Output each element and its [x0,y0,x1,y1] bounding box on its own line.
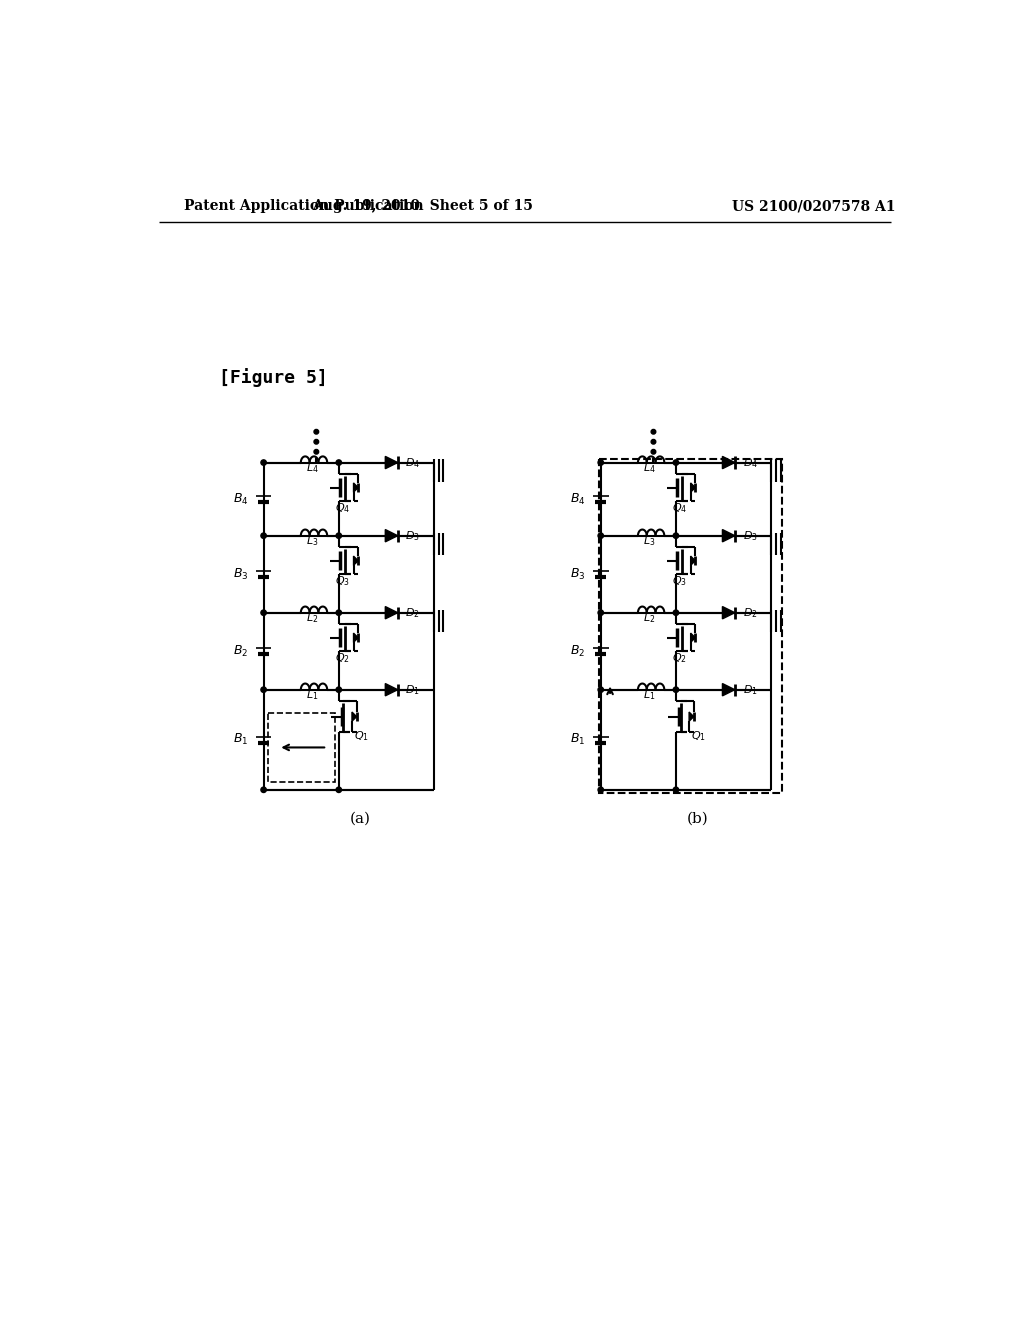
Circle shape [673,610,679,615]
Polygon shape [352,711,356,721]
Circle shape [651,450,655,454]
Text: $Q_3$: $Q_3$ [335,574,350,589]
Text: $B_2$: $B_2$ [232,644,248,659]
Text: $D_2$: $D_2$ [406,607,420,620]
Text: $Q_3$: $Q_3$ [673,574,687,589]
Polygon shape [353,483,358,492]
Text: $B_4$: $B_4$ [569,491,586,507]
Text: (b): (b) [687,812,709,826]
Text: $D_4$: $D_4$ [406,457,421,470]
Text: $D_4$: $D_4$ [742,457,758,470]
Circle shape [598,533,603,539]
Text: $D_3$: $D_3$ [406,529,420,544]
Circle shape [314,450,318,454]
Circle shape [261,533,266,539]
Polygon shape [385,684,397,696]
Text: $L_2$: $L_2$ [306,611,318,626]
Circle shape [673,459,679,465]
Text: $L_1$: $L_1$ [643,688,655,702]
Circle shape [261,610,266,615]
Circle shape [673,533,679,539]
Text: $Q_1$: $Q_1$ [691,729,707,743]
Circle shape [598,459,603,465]
Text: (a): (a) [350,812,371,826]
Text: $L_3$: $L_3$ [643,535,655,548]
Text: $L_2$: $L_2$ [643,611,655,626]
Polygon shape [690,483,695,492]
Circle shape [651,429,655,434]
Circle shape [673,686,679,693]
Text: $B_1$: $B_1$ [570,733,586,747]
Text: $D_1$: $D_1$ [742,684,758,697]
Polygon shape [722,529,735,543]
Text: Aug. 19, 2010  Sheet 5 of 15: Aug. 19, 2010 Sheet 5 of 15 [312,199,532,213]
Circle shape [598,787,603,792]
Circle shape [336,787,342,792]
Text: $B_3$: $B_3$ [232,566,248,582]
Polygon shape [385,607,397,619]
Text: [Figure 5]: [Figure 5] [219,368,329,387]
Polygon shape [690,634,695,643]
Circle shape [314,440,318,444]
Circle shape [261,459,266,465]
Circle shape [336,686,342,693]
Text: $L_1$: $L_1$ [306,688,318,702]
Polygon shape [385,457,397,469]
Circle shape [336,610,342,615]
Polygon shape [722,457,735,469]
Text: $D_3$: $D_3$ [742,529,758,544]
Text: $D_1$: $D_1$ [406,684,420,697]
Circle shape [336,459,342,465]
Text: $Q_1$: $Q_1$ [354,729,370,743]
Circle shape [673,787,679,792]
Polygon shape [690,556,695,565]
Circle shape [336,533,342,539]
Text: $Q_2$: $Q_2$ [673,652,687,665]
Circle shape [261,787,266,792]
Text: $B_3$: $B_3$ [569,566,586,582]
Polygon shape [353,634,358,643]
Text: $Q_2$: $Q_2$ [335,652,350,665]
Text: $B_4$: $B_4$ [232,491,248,507]
Circle shape [261,686,266,693]
Polygon shape [689,711,693,721]
Text: $L_4$: $L_4$ [643,461,656,475]
Text: $Q_4$: $Q_4$ [335,502,350,515]
Polygon shape [722,607,735,619]
Text: US 2100/0207578 A1: US 2100/0207578 A1 [732,199,896,213]
Text: $L_4$: $L_4$ [306,461,318,475]
Circle shape [314,429,318,434]
Text: $Q_4$: $Q_4$ [672,502,687,515]
Polygon shape [353,556,358,565]
Circle shape [598,686,603,693]
Text: $B_2$: $B_2$ [570,644,586,659]
Text: $L_3$: $L_3$ [306,535,318,548]
Polygon shape [385,529,397,543]
Text: $D_2$: $D_2$ [742,607,758,620]
Circle shape [598,610,603,615]
Text: $B_1$: $B_1$ [232,733,248,747]
Text: Patent Application Publication: Patent Application Publication [183,199,424,213]
Polygon shape [722,684,735,696]
Circle shape [651,440,655,444]
